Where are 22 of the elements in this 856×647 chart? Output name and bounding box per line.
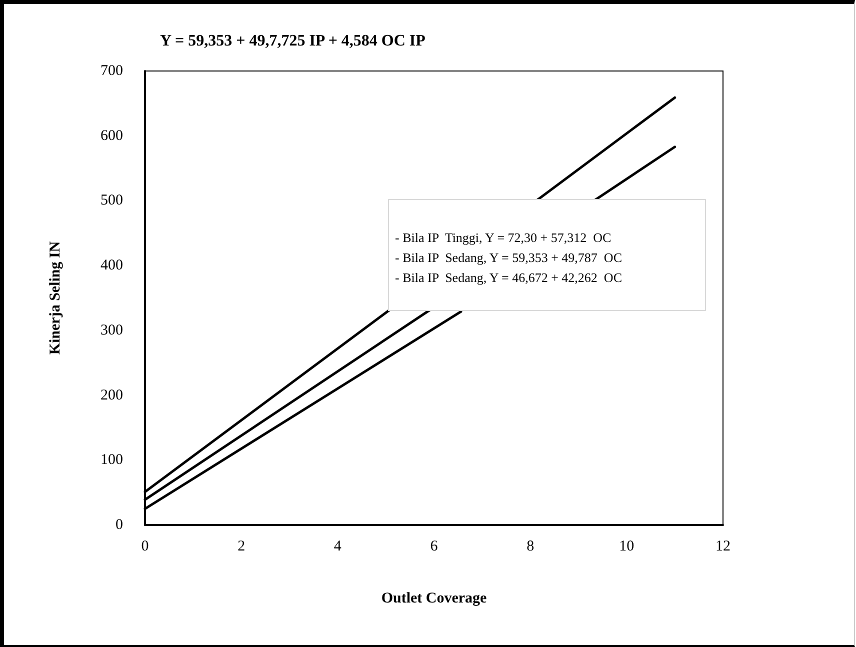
y-axis-title: Kinerja Seling IN xyxy=(48,241,64,355)
y-tick-label: 300 xyxy=(100,322,123,338)
x-tick-label: 12 xyxy=(716,538,730,554)
annotation: - Bila IP Sedang, Y = 59,353 + 49,787 OC xyxy=(395,249,623,267)
x-axis-title: Outlet Coverage xyxy=(381,590,488,606)
annotation: - Bila IP Tinggi, Y = 72,30 + 57,312 OC xyxy=(395,229,612,247)
x-tick-label: 0 xyxy=(141,538,149,554)
y-tick-label: 0 xyxy=(116,517,123,533)
y-tick-label: 400 xyxy=(100,258,123,274)
y-tick-label: 200 xyxy=(100,387,123,404)
chart-title: Y = 59,353 + 49,7,725 IP + 4,584 OC IP xyxy=(160,32,426,50)
y-tick-label: 700 xyxy=(100,63,123,79)
x-tick-label: 2 xyxy=(238,538,246,554)
y-tick-label: 600 xyxy=(100,128,123,144)
x-tick-label: 6 xyxy=(430,538,438,554)
text-box: - Bila IP Tinggi, Y = 72,30 + 57,312 OC - Bila IP Sedang, Y = 59,353 + 49,787 OC - Bila IP Sedang, Y = 46,672 + 42,262 OC xyxy=(388,199,706,311)
x-tick-label: 4 xyxy=(334,538,342,554)
y-tick-label: 100 xyxy=(100,452,123,468)
annotation: - Bila IP Sedang, Y = 46,672 + 42,262 OC xyxy=(395,269,623,287)
x-tick-label: 10 xyxy=(619,538,634,554)
x-tick-label: 8 xyxy=(526,538,534,554)
y-tick-label: 500 xyxy=(100,192,123,209)
